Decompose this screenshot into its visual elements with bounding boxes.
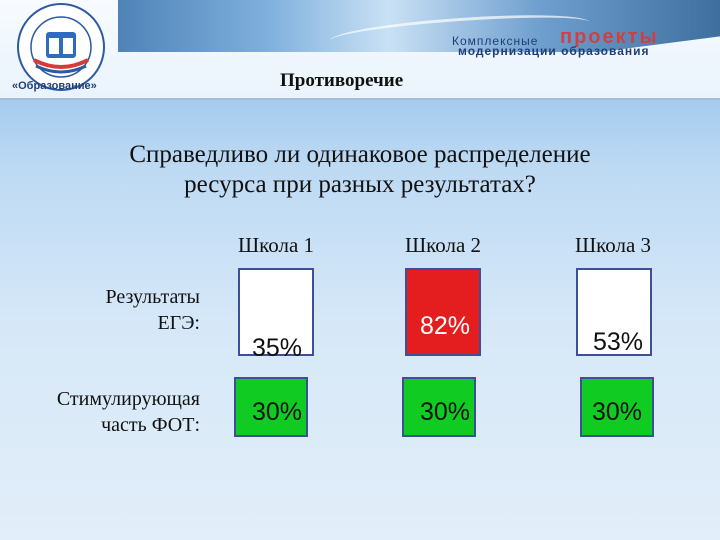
brand-projects-text: проекты (560, 26, 659, 48)
logo-emblem-icon (17, 3, 105, 91)
question-text: Справедливо ли одинаковое распределение … (60, 140, 660, 200)
logo-caption: «Образование» (12, 80, 97, 92)
ege-box-school-3 (576, 268, 652, 356)
ege-value-school-1: 35% (252, 334, 303, 362)
fot-box-school-3 (580, 377, 654, 437)
fot-box-school-1 (234, 377, 308, 437)
row-label-ege: Результаты ЕГЭ: (106, 284, 200, 336)
header-decor-band (118, 0, 720, 52)
row-label-fot-line-2: часть ФОТ: (101, 414, 200, 436)
ege-fill-school-2 (407, 270, 479, 354)
question-line-2: ресурса при разных результатах? (184, 171, 536, 198)
fot-value-school-1: 30% (252, 398, 303, 426)
question-line-1: Справедливо ли одинаковое распределение (129, 141, 591, 168)
brand-top-text: Комплексные (452, 34, 539, 48)
column-header-school-3: Школа 3 (574, 233, 652, 257)
ege-value-school-2: 82% (420, 312, 471, 340)
national-projects-logo: «Образование» (4, 2, 118, 96)
header-banner: «Образование» Комплексные проекты модерн… (0, 0, 720, 100)
fot-value-school-3: 30% (592, 398, 643, 426)
row-label-ege-line-1: Результаты (105, 286, 200, 308)
brand-subtitle-text: модернизации образования (458, 44, 650, 58)
column-header-school-1: Школа 1 (237, 233, 315, 257)
row-label-fot-line-1: Стимулирующая (56, 388, 200, 410)
ege-value-school-3: 53% (593, 328, 644, 356)
ege-box-school-2 (405, 268, 481, 356)
row-label-fot: Стимулирующая часть ФОТ: (57, 386, 200, 438)
row-label-ege-line-2: ЕГЭ: (157, 312, 200, 334)
column-header-school-2: Школа 2 (404, 233, 482, 257)
slide-title: Противоречие (280, 70, 404, 91)
fot-box-school-2 (402, 377, 476, 437)
fot-value-school-2: 30% (420, 398, 471, 426)
ege-box-school-1 (238, 268, 314, 356)
